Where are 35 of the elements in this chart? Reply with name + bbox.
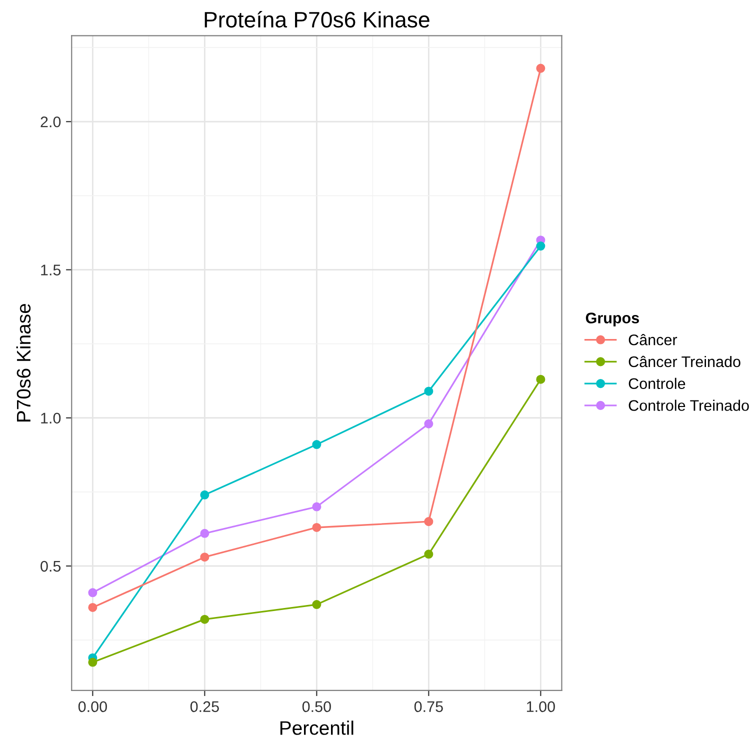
point [536, 64, 546, 73]
y-tick-label: 1.0 [41, 412, 61, 424]
point [312, 440, 322, 450]
point [88, 602, 98, 612]
point [536, 374, 546, 384]
x-tick-label: 0.75 [414, 701, 443, 712]
legend-label: Controle [628, 378, 686, 390]
y-tick-label: 1.5 [41, 264, 61, 276]
point [424, 550, 434, 559]
point [424, 386, 434, 396]
x-tick-label: 1.00 [526, 701, 555, 712]
legend-title: Grupos [586, 312, 639, 326]
legend-label: Câncer Treinado [628, 356, 740, 368]
point [312, 600, 322, 610]
point [424, 517, 434, 526]
point [200, 528, 210, 538]
point [200, 614, 210, 624]
legend-label: Controle Treinado [628, 400, 749, 411]
point [88, 588, 98, 598]
chart-title: Proteína P70s6 Kinase [204, 11, 430, 28]
x-tick-label: 0.50 [302, 701, 331, 712]
point [88, 658, 98, 667]
y-tick-label: 0.5 [40, 560, 61, 572]
point [312, 522, 322, 532]
legend-label: Câncer [628, 334, 678, 346]
point [200, 552, 210, 562]
x-axis-title: Percentil [280, 720, 354, 735]
y-axis-title: P70s6 Kinase [16, 304, 31, 422]
point [424, 419, 434, 428]
x-tick-label: 0.25 [190, 701, 219, 712]
point [312, 502, 322, 512]
y-tick-label: 2.0 [40, 116, 61, 128]
point [200, 490, 210, 500]
x-tick-label: 0.00 [78, 701, 107, 712]
point [536, 242, 546, 251]
